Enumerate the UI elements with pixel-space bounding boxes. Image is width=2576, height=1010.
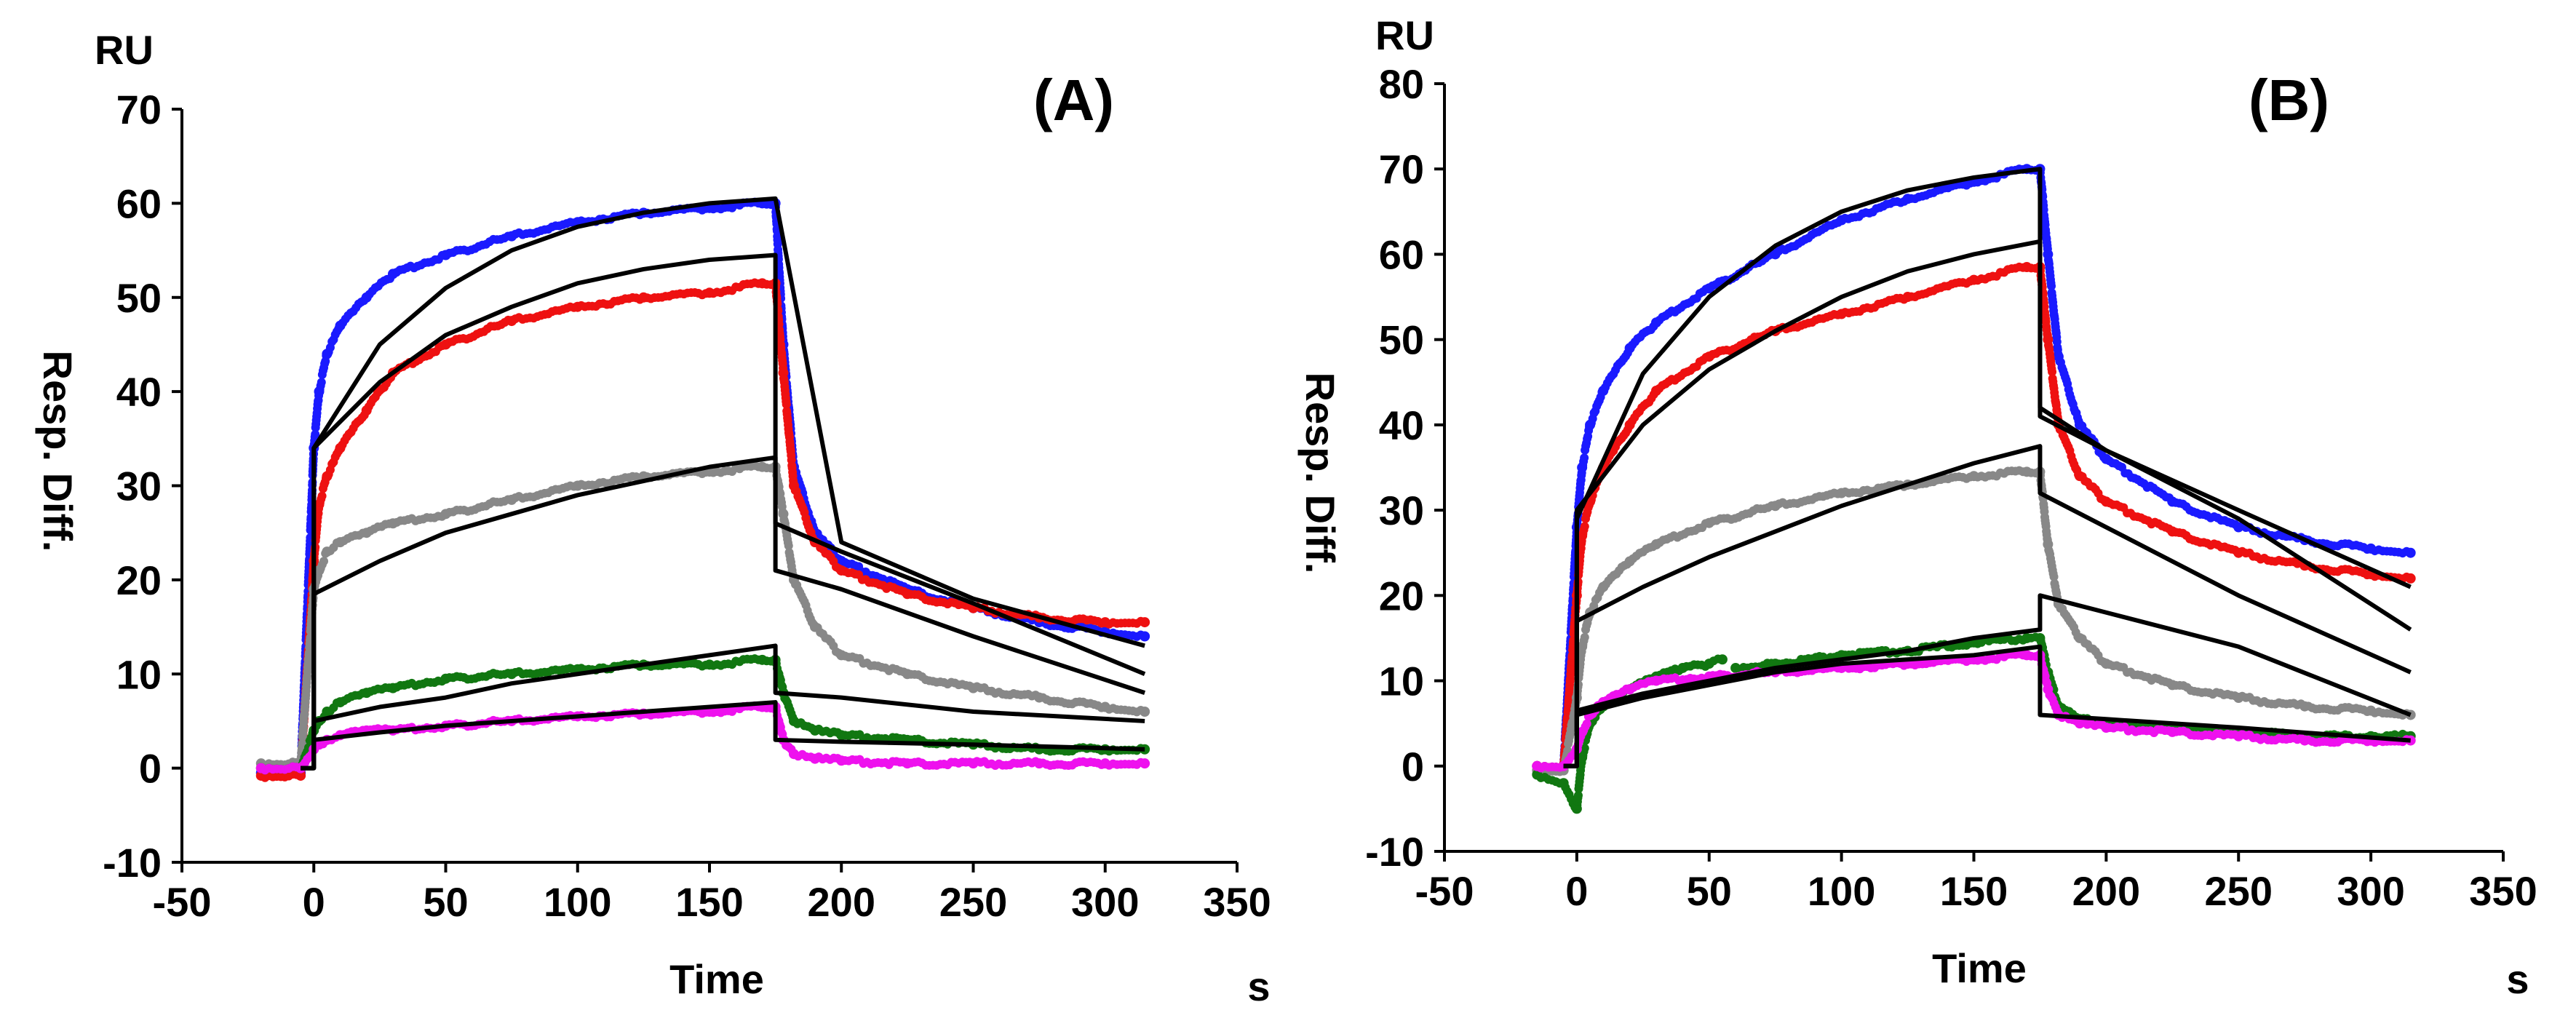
panel-label: (B) [2249,68,2329,132]
fit-curve-2 [301,455,1146,771]
x-tick-label: 350 [1203,879,1271,925]
data-point [298,739,307,748]
y-tick-label: 40 [116,369,162,415]
data-point [784,541,793,551]
y-tick-label: 50 [1379,317,1424,363]
data-point [1717,654,1728,665]
panel-label: (A) [1033,68,1114,132]
series-0 [1532,164,2416,773]
data-point [2048,367,2057,376]
x-tick-label: 300 [1071,879,1139,925]
y-unit-label: RU [95,27,154,73]
x-tick-label: 150 [675,879,743,925]
data-point [1582,719,1591,728]
y-tick-label: 70 [1379,146,1424,192]
data-point [1140,707,1150,717]
data-point [782,399,791,409]
data-point [317,378,326,387]
fit-curve-3 [1563,593,2412,768]
data-point [2405,573,2416,584]
fit-curve-4 [301,700,1145,771]
x-tick-label: 0 [1565,868,1588,914]
data-point [2405,547,2416,558]
y-tick-label: 60 [1379,231,1424,277]
x-tick-label: 100 [544,879,611,925]
y-tick-label: 30 [116,464,162,509]
x-tick-label: 50 [423,879,468,925]
y-tick-label: 70 [116,87,162,132]
fit-curve-1 [1563,239,2412,768]
y-tick-label: 0 [139,746,162,792]
data-point [1140,758,1150,769]
y-tick-label: 40 [1379,402,1424,448]
data-point [1140,631,1150,642]
y-unit-label: RU [1375,12,1434,58]
data-point [1140,617,1150,628]
x-axis-label: Time [1932,945,2027,991]
data-point [2047,282,2056,291]
series-5 [1532,649,2416,773]
y-tick-label: 80 [1379,61,1424,107]
x-tick-label: 150 [1940,868,2008,914]
y-tick-label: 10 [116,651,162,697]
data-point [1580,522,1589,531]
data-point [319,557,329,566]
x-axis-label: Time [669,956,764,1002]
panel-b: RU (B) Resp. Diff. Time s -10 0 10 20 30 40 50… [1297,12,2537,1002]
y-axis-label: Resp. Diff. [1297,373,1343,574]
y-tick-label: 20 [116,557,162,603]
x-tick-label: 50 [1687,868,1732,914]
x-tick-label: 350 [2469,868,2537,914]
data-point [1573,791,1583,800]
fit-curve-4 [1563,644,2411,768]
y-tick-label: -10 [1365,829,1424,875]
y-tick-label: 20 [1379,573,1424,619]
fit-curve-1 [301,252,1146,771]
series-4 [1730,632,2416,743]
x-tick-label: 200 [2072,868,2140,914]
data-point [311,429,320,439]
x-tick-label: 0 [303,879,325,925]
data-point [1580,744,1589,753]
x-tick-label: 250 [2205,868,2273,914]
y-tick-label: 60 [116,180,162,226]
fit-curve-3 [301,643,1145,771]
data-point [1580,632,1589,642]
y-tick-label: 0 [1402,744,1424,790]
data-point [317,491,327,501]
x-unit-label: s [1247,963,1270,1006]
x-tick-label: 200 [808,879,875,925]
x-tick-label: -50 [153,879,212,925]
fit-curve-2 [1563,444,2412,768]
y-tick-label: 30 [1379,488,1424,533]
x-tick-label: -50 [1415,868,1474,914]
x-tick-label: 250 [939,879,1007,925]
data-point [1580,453,1589,463]
y-tick-label: 50 [116,275,162,321]
y-axis-label: Resp. Diff. [35,351,81,552]
x-unit-label: s [2506,956,2529,1002]
y-tick-label: 10 [1379,659,1424,704]
y-tick-label: -10 [103,840,162,886]
x-tick-label: 100 [1808,868,1875,914]
data-point [2049,572,2059,581]
panel-a: RU (A) Resp. Diff. Time s -10 0 10 20 30 40 50… [35,27,1271,1009]
x-tick-label: 300 [2337,868,2404,914]
